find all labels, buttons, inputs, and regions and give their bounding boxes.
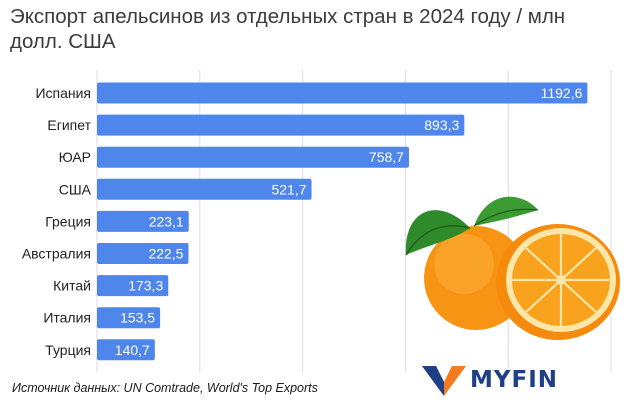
value-label: 173,3 [128,278,163,294]
value-label: 893,3 [424,117,459,133]
value-label: 223,1 [149,213,184,229]
category-label: Испания [35,85,91,101]
category-label: Греция [45,213,91,229]
bar [97,210,189,232]
bar [97,243,189,264]
orange-fruit-icon [405,196,620,340]
category-label: Турция [45,342,91,358]
myfin-logo: MYFIN [422,364,558,396]
value-label: 1192,6 [541,85,583,101]
bar [97,178,312,200]
bar [97,339,155,361]
myfin-logo-mark-icon [422,366,466,396]
bar [97,114,465,136]
myfin-logo-text: MYFIN [470,367,559,393]
category-label: Китай [53,278,91,294]
bars-group: Испания 1192,6 Египет 893,3 ЮАР 758,7 США 521,7… [22,82,588,361]
value-label: 140,7 [115,342,150,358]
value-label: 153,5 [120,310,155,326]
chart-title: Экспорт апельсинов из отдельных стран в … [10,5,566,53]
category-label: США [59,181,92,197]
category-label: Италия [43,310,91,326]
category-label: Австралия [22,246,91,262]
category-label: Египет [47,117,91,133]
bar [97,307,161,329]
value-label: 758,7 [369,149,404,165]
source-note: Источник данных: UN Comtrade, World's To… [12,381,318,395]
bar [97,146,409,168]
category-label: ЮАР [59,149,91,165]
value-label: 222,5 [148,246,183,262]
bar [97,275,169,297]
bar [97,82,588,104]
value-label: 521,7 [271,181,306,197]
